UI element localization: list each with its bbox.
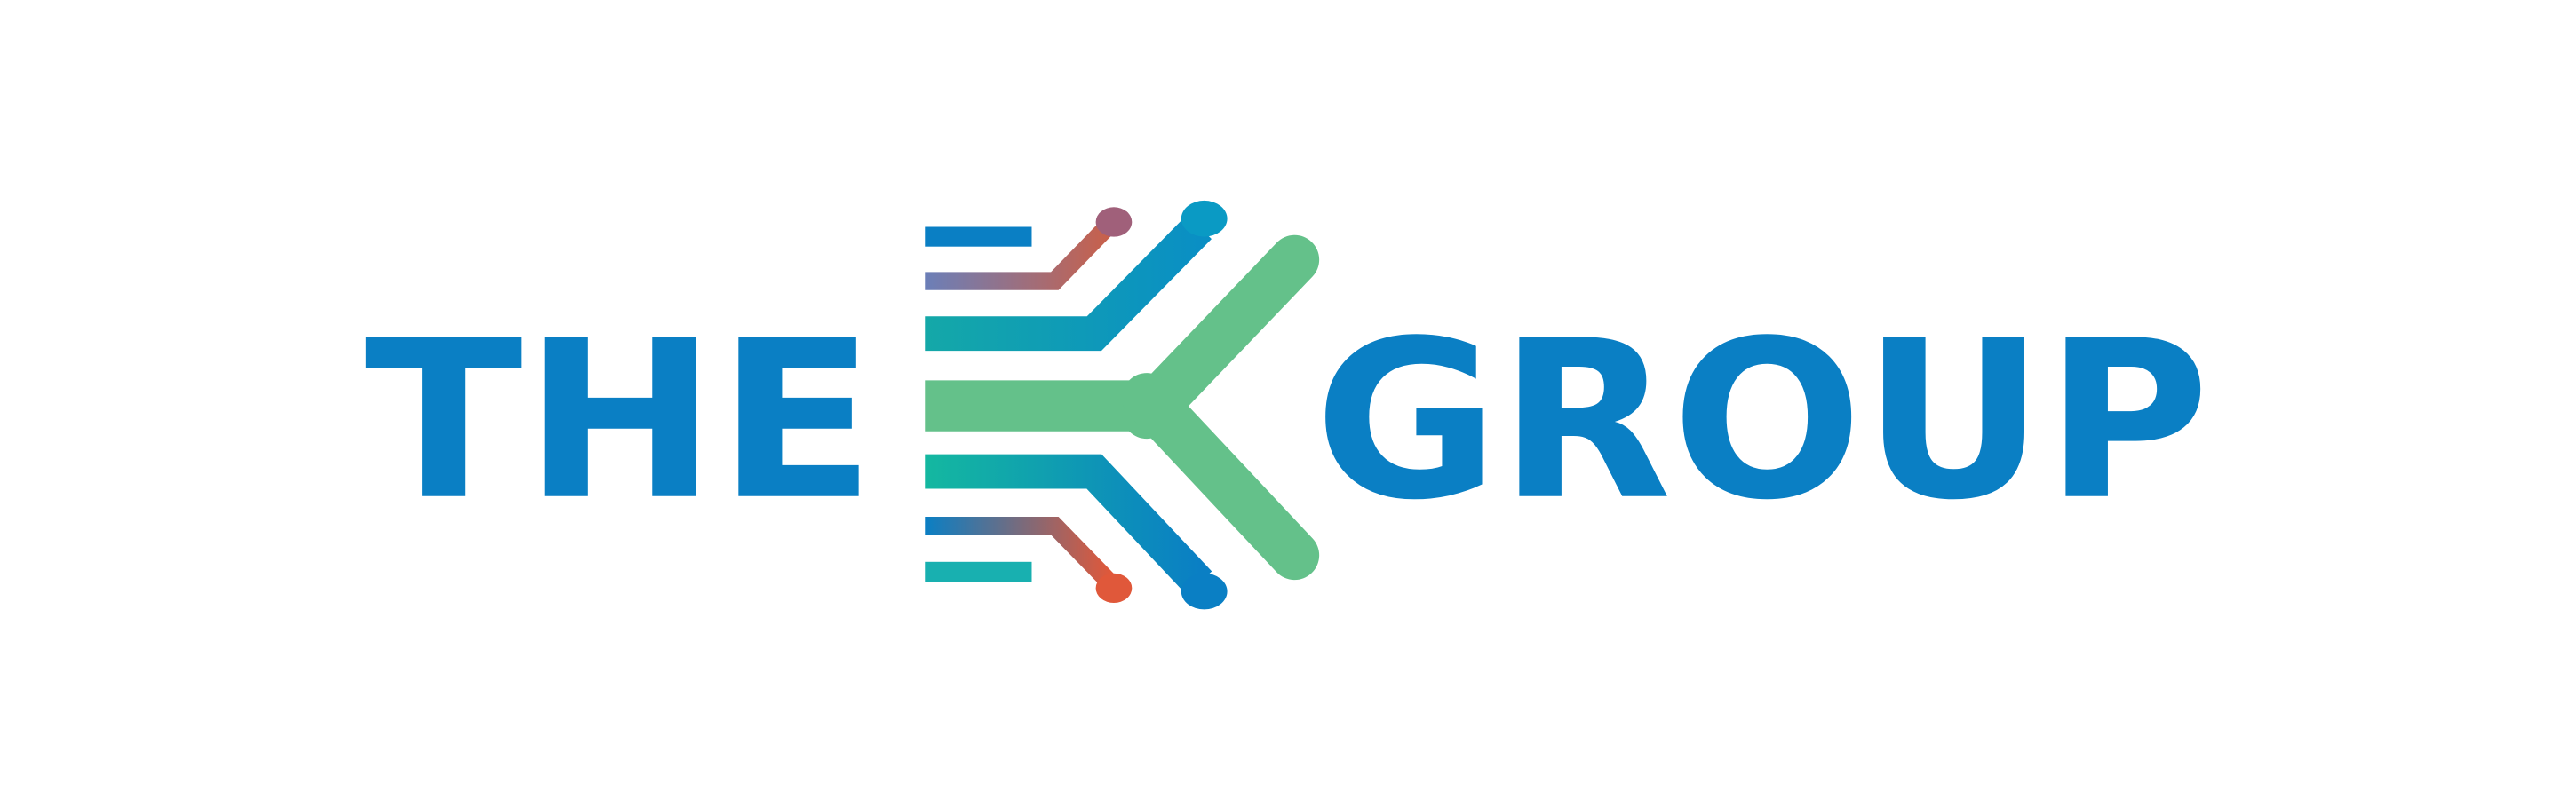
logo-text-right: GROUP — [1315, 295, 2210, 549]
logo-text-left: THE — [365, 295, 876, 549]
logo-symbol — [925, 200, 1320, 610]
